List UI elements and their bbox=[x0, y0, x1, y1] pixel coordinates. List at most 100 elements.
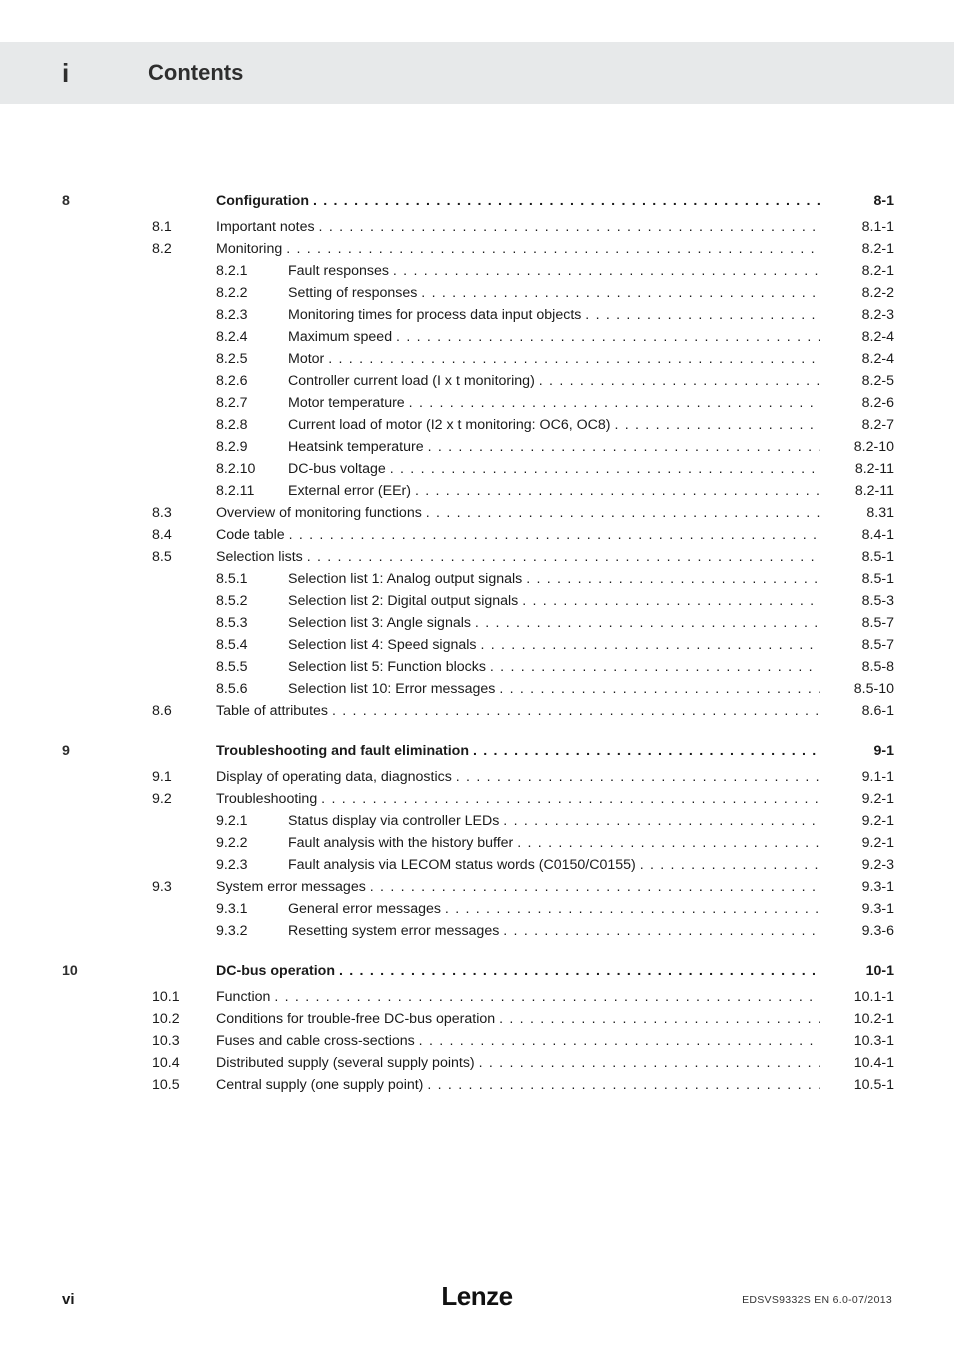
toc-gap bbox=[62, 942, 894, 960]
toc-subsection-number: 9.3.2 bbox=[216, 920, 288, 942]
toc-subsection-number: 8.2.2 bbox=[216, 282, 288, 304]
toc-label: System error messages bbox=[216, 876, 820, 898]
toc-subsection-number: 8.2.1 bbox=[216, 260, 288, 282]
toc-row: 9.3.2Resetting system error messages 9.3… bbox=[62, 920, 894, 942]
toc-row: 8.3Overview of monitoring functions 8.31 bbox=[62, 502, 894, 524]
toc-label: Table of attributes bbox=[216, 700, 820, 722]
toc-row: 8.4Code table 8.4-1 bbox=[62, 524, 894, 546]
toc-row: 8.2.8Current load of motor (I2 x t monit… bbox=[62, 414, 894, 436]
toc-page: 8.5-1 bbox=[820, 546, 894, 568]
toc-row: 8.2.11External error (EEr) 8.2-11 bbox=[62, 480, 894, 502]
toc-page: 8.6-1 bbox=[820, 700, 894, 722]
toc-subsection-number: 8.2.9 bbox=[216, 436, 288, 458]
toc-row: 8.2.3Monitoring times for process data i… bbox=[62, 304, 894, 326]
toc-row: 8.2.7Motor temperature 8.2-6 bbox=[62, 392, 894, 414]
toc-row: 10.3Fuses and cable cross-sections 10.3-… bbox=[62, 1030, 894, 1052]
footer-doc-id: EDSVS9332S EN 6.0-07/2013 bbox=[742, 1294, 892, 1306]
toc-body: 8Configuration 8-18.1Important notes 8.1… bbox=[62, 190, 894, 1096]
toc-row: 8.2.9Heatsink temperature 8.2-10 bbox=[62, 436, 894, 458]
toc-subsection-number: 9.2.1 bbox=[216, 810, 288, 832]
toc-label: Motor temperature bbox=[288, 392, 820, 414]
toc-row: 9.3.1General error messages 9.3-1 bbox=[62, 898, 894, 920]
toc-label: Display of operating data, diagnostics bbox=[216, 766, 820, 788]
toc-label: General error messages bbox=[288, 898, 820, 920]
toc-row: 8.2.2Setting of responses 8.2-2 bbox=[62, 282, 894, 304]
toc-label: Motor bbox=[288, 348, 820, 370]
toc-subsection-number: 8.2.6 bbox=[216, 370, 288, 392]
toc-section-number: 10.5 bbox=[152, 1074, 216, 1096]
toc-label: Selection list 2: Digital output signals bbox=[288, 590, 820, 612]
toc-row: 10.5Central supply (one supply point) 10… bbox=[62, 1074, 894, 1096]
toc-chapter-number: 10 bbox=[62, 960, 152, 982]
toc-page: 9.3-1 bbox=[820, 876, 894, 898]
toc-label: Code table bbox=[216, 524, 820, 546]
toc-page: 8-1 bbox=[820, 190, 894, 212]
toc-page: 8.2-1 bbox=[820, 238, 894, 260]
toc-page: 8.5-8 bbox=[820, 656, 894, 678]
toc-label: Function bbox=[216, 986, 820, 1008]
toc-page: 10.1-1 bbox=[820, 986, 894, 1008]
toc-row: 9.2.2Fault analysis with the history buf… bbox=[62, 832, 894, 854]
toc-row: 8.6Table of attributes 8.6-1 bbox=[62, 700, 894, 722]
header-title: Contents bbox=[148, 60, 243, 86]
toc-page: 9.3-1 bbox=[820, 898, 894, 920]
toc-page: 8.5-7 bbox=[820, 612, 894, 634]
toc-page: 8.2-11 bbox=[820, 480, 894, 502]
toc-page: 8.2-5 bbox=[820, 370, 894, 392]
toc-subsection-number: 8.5.6 bbox=[216, 678, 288, 700]
toc-row: 8.2Monitoring 8.2-1 bbox=[62, 238, 894, 260]
toc-row: 8.5.3Selection list 3: Angle signals 8.5… bbox=[62, 612, 894, 634]
toc-page: 10.3-1 bbox=[820, 1030, 894, 1052]
toc-label: Fault responses bbox=[288, 260, 820, 282]
toc-page: 8.2-3 bbox=[820, 304, 894, 326]
toc-label: Selection list 5: Function blocks bbox=[288, 656, 820, 678]
toc-page: 9.2-1 bbox=[820, 832, 894, 854]
toc-page: 8.5-1 bbox=[820, 568, 894, 590]
toc-label: Selection list 3: Angle signals bbox=[288, 612, 820, 634]
toc-page: 8.31 bbox=[820, 502, 894, 524]
toc-subsection-number: 8.5.1 bbox=[216, 568, 288, 590]
toc-page: 8.2-7 bbox=[820, 414, 894, 436]
toc-label: Configuration bbox=[216, 190, 820, 212]
toc-row: 8.5Selection lists 8.5-1 bbox=[62, 546, 894, 568]
toc-label: Central supply (one supply point) bbox=[216, 1074, 820, 1096]
toc-page: 8.2-4 bbox=[820, 326, 894, 348]
toc-row: 10.1Function 10.1-1 bbox=[62, 986, 894, 1008]
toc-row: 9.2.1Status display via controller LEDs … bbox=[62, 810, 894, 832]
toc-section-number: 8.5 bbox=[152, 546, 216, 568]
toc-label: Maximum speed bbox=[288, 326, 820, 348]
toc-label: Setting of responses bbox=[288, 282, 820, 304]
toc-section-number: 8.2 bbox=[152, 238, 216, 260]
toc-label: Selection list 4: Speed signals bbox=[288, 634, 820, 656]
toc-subsection-number: 8.5.2 bbox=[216, 590, 288, 612]
toc-section-number: 9.3 bbox=[152, 876, 216, 898]
toc-label: Monitoring times for process data input … bbox=[288, 304, 820, 326]
toc-gap bbox=[62, 722, 894, 740]
toc-label: Monitoring bbox=[216, 238, 820, 260]
toc-page: 9.3-6 bbox=[820, 920, 894, 942]
toc-row: 9.2.3Fault analysis via LECOM status wor… bbox=[62, 854, 894, 876]
toc-subsection-number: 8.2.7 bbox=[216, 392, 288, 414]
toc-label: Fuses and cable cross-sections bbox=[216, 1030, 820, 1052]
toc-row: 8.5.6Selection list 10: Error messages 8… bbox=[62, 678, 894, 700]
toc-page: 10.4-1 bbox=[820, 1052, 894, 1074]
toc-subsection-number: 9.3.1 bbox=[216, 898, 288, 920]
toc-row: 8.5.1Selection list 1: Analog output sig… bbox=[62, 568, 894, 590]
toc-page: 8.4-1 bbox=[820, 524, 894, 546]
toc-page: 8.2-10 bbox=[820, 436, 894, 458]
toc-page: 10.5-1 bbox=[820, 1074, 894, 1096]
toc-row: 9Troubleshooting and fault elimination 9… bbox=[62, 740, 894, 762]
toc-label: Troubleshooting bbox=[216, 788, 820, 810]
toc-label: Controller current load (I x t monitorin… bbox=[288, 370, 820, 392]
toc-row: 10.4Distributed supply (several supply p… bbox=[62, 1052, 894, 1074]
footer-logo: Lenze bbox=[441, 1281, 512, 1312]
toc-row: 10.2Conditions for trouble-free DC-bus o… bbox=[62, 1008, 894, 1030]
toc-page: 8.2-6 bbox=[820, 392, 894, 414]
toc-page: 8.2-2 bbox=[820, 282, 894, 304]
toc-page: 9.2-1 bbox=[820, 788, 894, 810]
toc-label: Current load of motor (I2 x t monitoring… bbox=[288, 414, 820, 436]
toc-subsection-number: 9.2.3 bbox=[216, 854, 288, 876]
toc-subsection-number: 8.2.10 bbox=[216, 458, 288, 480]
footer-page-roman: vi bbox=[62, 1291, 75, 1308]
toc-row: 8.5.4Selection list 4: Speed signals 8.5… bbox=[62, 634, 894, 656]
